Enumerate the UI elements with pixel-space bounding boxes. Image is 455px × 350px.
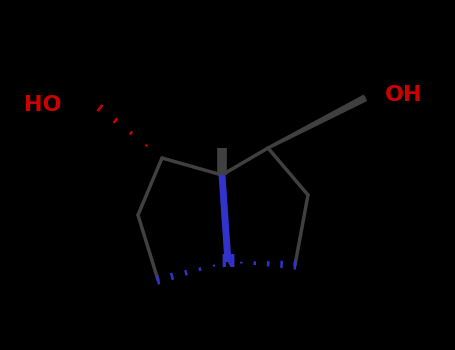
Polygon shape: [268, 95, 366, 149]
Text: OH: OH: [385, 85, 423, 105]
Text: N: N: [221, 253, 236, 271]
Text: HO: HO: [25, 95, 62, 115]
